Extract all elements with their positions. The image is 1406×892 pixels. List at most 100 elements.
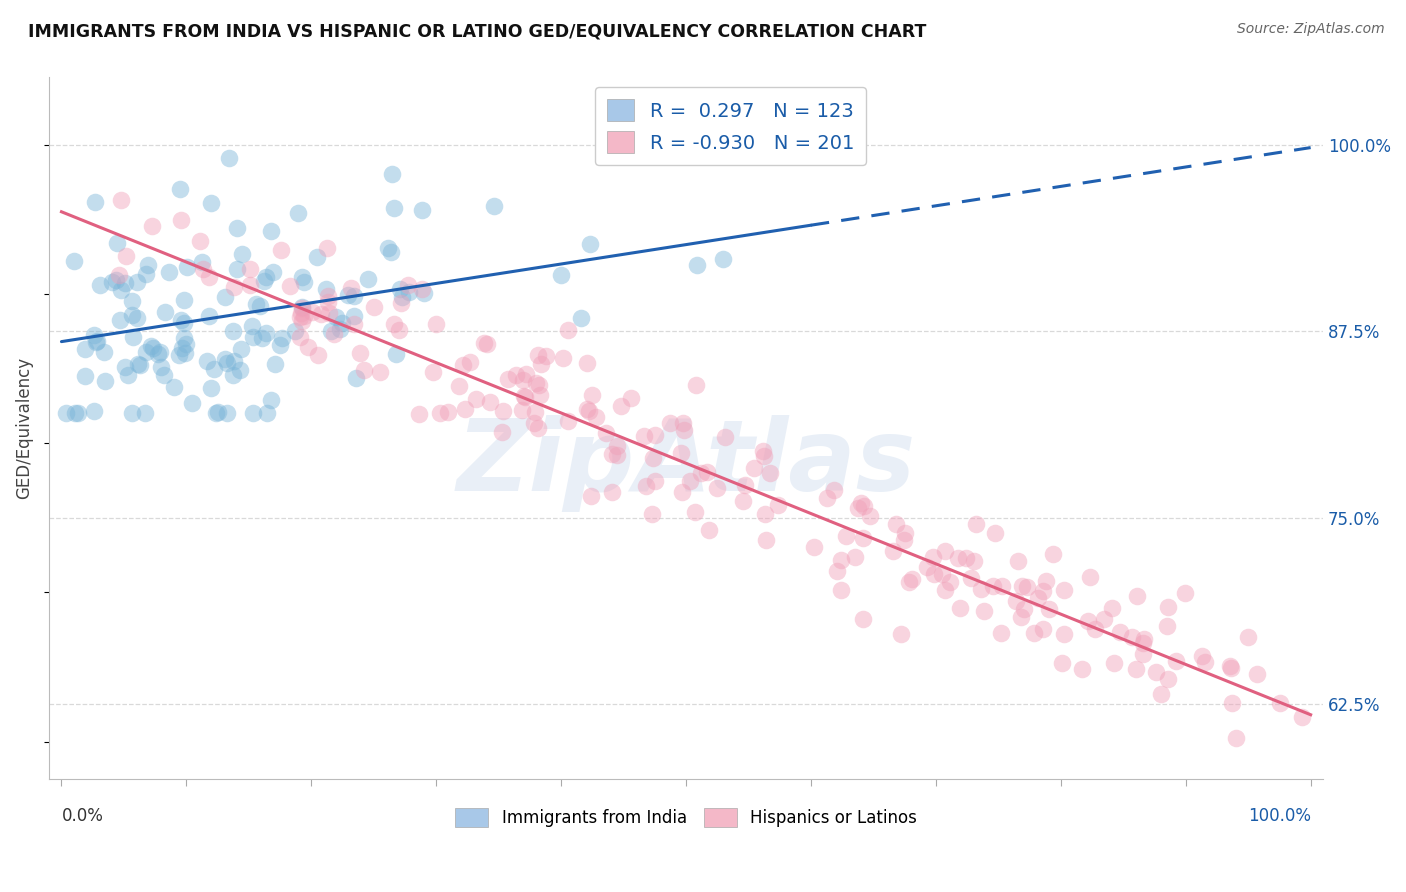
Point [915,560,938,574]
Point [135,345,157,359]
Point [380,244,402,259]
Point [141,219,163,233]
Point [162,379,184,393]
Point [278,279,301,293]
Point [1246,667,1268,681]
Point [949,601,972,615]
Point [422,365,444,379]
Point [447,379,470,393]
Point [754,507,776,521]
Point [249,299,271,313]
Y-axis label: GED/Equivalency: GED/Equivalency [15,357,32,500]
Point [733,493,755,508]
Point [412,286,434,301]
Text: ZipAtlas: ZipAtlas [457,415,915,512]
Point [174,346,197,360]
Point [1011,579,1033,593]
Point [606,438,628,452]
Point [231,343,253,357]
Point [377,241,399,255]
Point [479,394,502,409]
Point [254,269,277,284]
Point [600,485,623,500]
Point [207,405,229,419]
Point [291,269,314,284]
Point [534,349,557,363]
Point [713,252,735,266]
Point [260,393,283,408]
Point [231,247,253,261]
Point [288,310,311,324]
Point [458,355,481,369]
Point [498,372,520,386]
Point [385,347,408,361]
Point [1219,661,1241,675]
Point [408,407,430,421]
Point [575,356,598,370]
Point [167,348,190,362]
Point [344,370,367,384]
Point [981,579,1004,593]
Point [176,260,198,274]
Point [526,348,548,362]
Point [105,236,128,251]
Point [411,282,433,296]
Point [174,337,197,351]
Point [84,334,107,349]
Point [245,297,267,311]
Point [73,342,96,356]
Point [690,467,713,481]
Point [1225,731,1247,745]
Point [114,359,136,374]
Text: IMMIGRANTS FROM INDIA VS HISPANIC OR LATINO GED/EQUIVALENCY CORRELATION CHART: IMMIGRANTS FROM INDIA VS HISPANIC OR LAT… [28,22,927,40]
Point [86,334,108,348]
Point [851,531,873,545]
Point [173,331,195,345]
Point [830,553,852,567]
Point [262,265,284,279]
Point [671,485,693,500]
Point [1132,648,1154,662]
Point [382,317,405,331]
Point [644,427,666,442]
Point [1078,570,1101,584]
Point [425,317,447,331]
Point [959,571,981,585]
Point [121,308,143,322]
Point [697,524,720,538]
Point [934,582,956,597]
Point [679,474,702,488]
Point [524,405,547,419]
Point [515,367,537,381]
Point [222,325,245,339]
Point [316,294,339,309]
Point [340,281,363,295]
Point [169,181,191,195]
Point [524,376,547,390]
Point [150,360,173,375]
Point [606,449,628,463]
Point [823,483,845,498]
Point [1032,622,1054,636]
Point [63,253,86,268]
Point [803,540,825,554]
Point [1191,648,1213,663]
Point [529,388,551,402]
Point [222,354,245,368]
Point [939,575,962,590]
Point [388,323,411,337]
Point [108,268,131,282]
Point [523,417,546,431]
Point [1038,601,1060,615]
Point [181,395,204,409]
Point [83,404,105,418]
Point [142,341,165,355]
Point [1125,662,1147,676]
Point [852,612,875,626]
Legend: Immigrants from India, Hispanics or Latinos: Immigrants from India, Hispanics or Lati… [449,801,924,834]
Point [636,478,658,492]
Point [305,250,328,264]
Point [287,206,309,220]
Point [505,368,527,383]
Point [411,202,433,217]
